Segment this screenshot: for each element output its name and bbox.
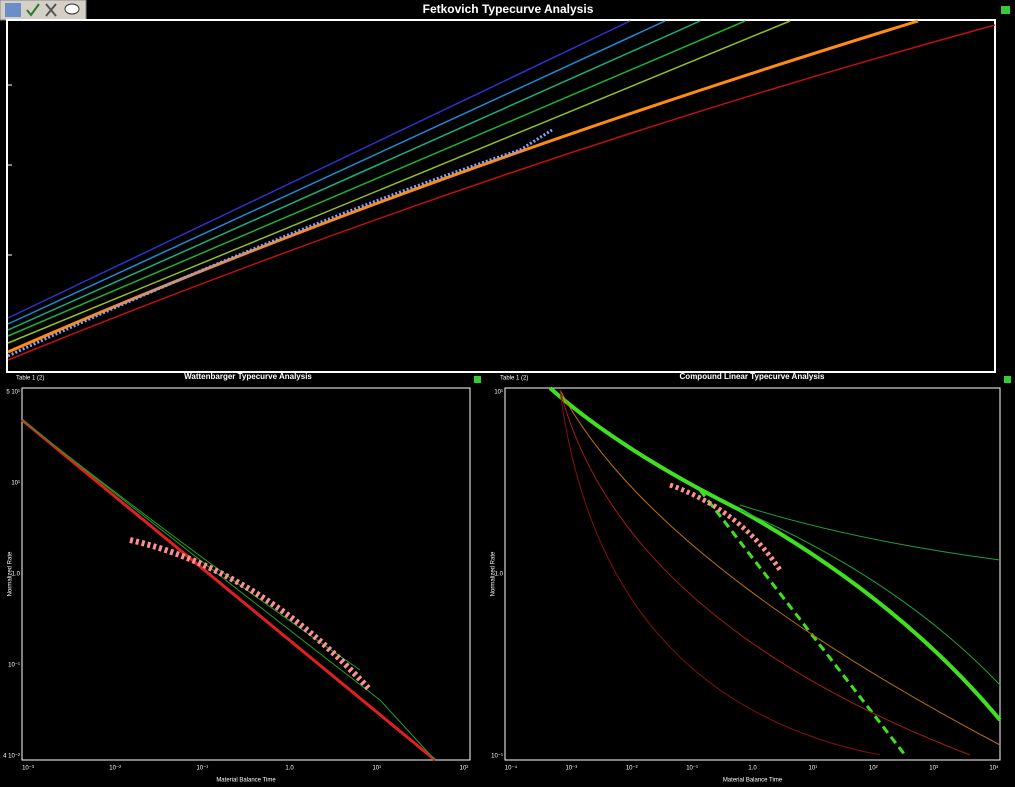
curve (7, 24, 996, 361)
table-label: Table 1 (2) (500, 376, 528, 382)
tool-button[interactable] (45, 3, 57, 17)
x-tick-label: 10² (460, 766, 469, 772)
toolbar (0, 0, 87, 21)
curve (21, 419, 361, 671)
curve (7, 20, 631, 319)
typecurves (7, 19, 996, 361)
curve (559, 389, 1001, 746)
panel: Compound Linear Typecurve Analysis Table… (500, 372, 1011, 761)
plot-frame (6, 19, 996, 373)
y-tick-label: 10⁻¹ (491, 754, 503, 760)
x-tick-label: 10⁻³ (22, 766, 34, 772)
x-tick-label: 10⁻³ (565, 766, 577, 772)
panel: Wattenbarger Typecurve Analysis Table 1 … (16, 372, 481, 762)
y-axis-label: Normalized Rate (491, 551, 497, 596)
curve (739, 504, 1001, 561)
x-tick-label: 10⁴ (989, 765, 999, 772)
plot-frame (21, 387, 471, 761)
curve (548, 386, 1002, 722)
curve (7, 20, 746, 337)
curve (7, 20, 701, 331)
plot-frame (504, 387, 1001, 761)
x-tick-label: 1.0 (748, 766, 757, 772)
y-tick-label: 10¹ (11, 481, 20, 487)
curve (559, 389, 971, 756)
curve (7, 20, 791, 344)
panel-title: Wattenbarger Typecurve Analysis (184, 372, 312, 381)
x-axis-label: Material Balance Time (216, 778, 276, 784)
x-tick-label: 1.0 (285, 766, 294, 772)
y-tick-label: 4 10⁻² (3, 754, 20, 760)
x-tick-label: 10⁻¹ (686, 766, 698, 772)
table-label: Table 1 (2) (16, 376, 44, 382)
x-tick-label: 10¹ (809, 766, 818, 772)
data-points (129, 537, 373, 693)
x-tick-label: 10⁻⁴ (505, 765, 518, 772)
lock-icon[interactable] (1001, 6, 1010, 14)
tool-button[interactable] (64, 3, 80, 15)
x-axis-label: Material Balance Time (723, 778, 783, 784)
x-tick-label: 10⁻² (626, 766, 638, 772)
x-tick-label: 10⁻² (109, 766, 121, 772)
x-tick-label: 10² (869, 766, 878, 772)
panel-title: Compound Linear Typecurve Analysis (680, 372, 825, 381)
lock-icon[interactable] (474, 376, 481, 383)
y-tick-label: 1.0 (12, 572, 21, 578)
tool-button[interactable] (26, 3, 40, 17)
x-tick-label: 10³ (929, 766, 938, 772)
curve (7, 20, 666, 325)
panel-title: Fetkovich Typecurve Analysis (423, 2, 594, 16)
y-axis-label: Normalized Rate (8, 551, 14, 596)
lock-icon[interactable] (1004, 376, 1011, 383)
x-tick-label: 10⁻¹ (196, 766, 208, 772)
y-tick-label: 5 10¹ (6, 390, 20, 396)
curve (559, 389, 881, 756)
curve (698, 489, 907, 756)
tool-button[interactable] (5, 3, 21, 17)
curve (739, 509, 1001, 686)
curve (21, 418, 436, 762)
y-tick-label: 10⁻¹ (8, 663, 20, 669)
x-tick-label: 10¹ (372, 766, 381, 772)
y-tick-label: 1.0 (495, 572, 504, 578)
curve (21, 419, 436, 761)
y-tick-label: 10¹ (494, 390, 503, 396)
